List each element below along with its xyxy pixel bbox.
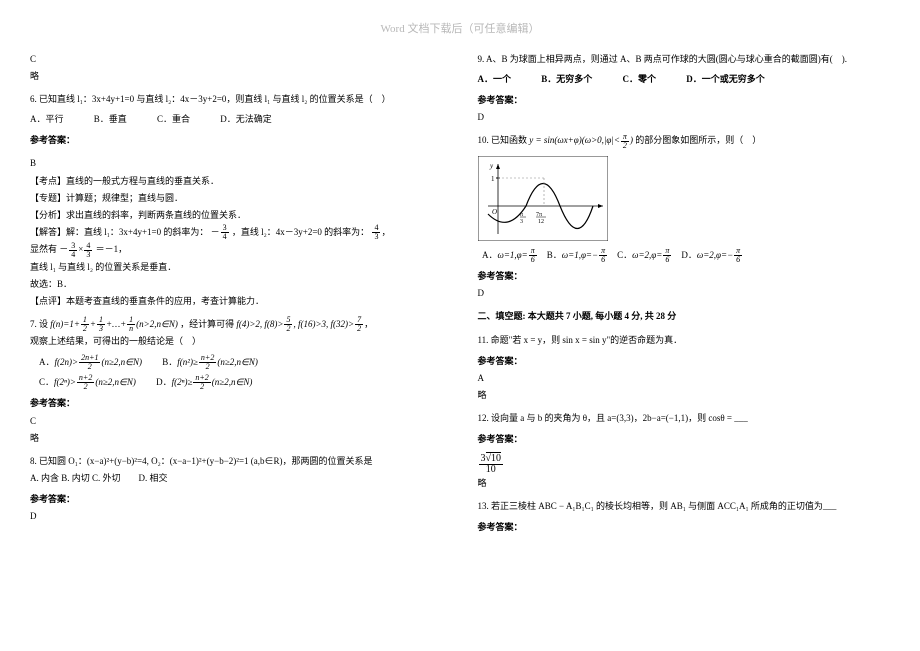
q10-answer-label: 参考答案： xyxy=(478,268,891,285)
q6-stem: 6. 已知直线 l₁：3x+4y+1=0 与直线 l₂：4x－3y+2=0，则直… xyxy=(30,91,443,108)
q5-note: 略 xyxy=(30,68,443,85)
q6-exp-7: 故选：B． xyxy=(30,276,443,293)
q6-exp-6: 直线 l₁ 与直线 l₂ 的位置关系是垂直． xyxy=(30,259,443,276)
q9-answer-label: 参考答案： xyxy=(478,92,891,109)
q6-exp-5: 显然有 －34×43 ＝－1， xyxy=(30,241,443,258)
q12-stem: 12. 设向量 a 与 b 的夹角为 θ，且 a=(3,3)，2b−a=(−1,… xyxy=(478,410,891,427)
q6-answer: B xyxy=(30,155,443,172)
q11-stem: 11. 命题"若 x = y，则 sin x = sin y"的逆否命题为真． xyxy=(478,332,891,349)
section-2-header: 二、填空题: 本大题共 7 小题, 每小题 4 分, 共 28 分 xyxy=(478,308,891,325)
q7-b: ，经计算可得 xyxy=(180,319,234,329)
q12-answer: 3√1010 xyxy=(478,454,891,475)
q10-formula: y = sin(ωx+φ)(ω>0,|φ|<π2) xyxy=(529,135,633,145)
q10-stem: 10. 已知函数 y = sin(ωx+φ)(ω>0,|φ|<π2) 的部分图象… xyxy=(478,132,891,149)
q9-options: A．一个 B．无穷多个 C．零个 D．一个或无穷多个 xyxy=(478,71,891,88)
q6-exp-5a: 显然有 xyxy=(30,244,57,254)
q10-options: A．ω=1,φ=π6 B．ω=1,φ=−π6 C．ω=2,φ=π6 D．ω=2,… xyxy=(478,247,891,264)
q10-answer: D xyxy=(478,285,891,302)
q5-answer: C xyxy=(30,51,443,68)
q7-answer: C xyxy=(30,413,443,430)
q6-opt-a: A．平行 xyxy=(30,111,64,128)
q12-answer-label: 参考答案： xyxy=(478,431,891,448)
svg-text:O: O xyxy=(492,208,497,216)
q6-exp-8: 【点评】本题考查直线的垂直条件的应用，考查计算能力． xyxy=(30,293,443,310)
q6-options: A．平行 B．垂直 C．重合 D．无法确定 xyxy=(30,111,443,128)
q10-a: 10. 已知函数 xyxy=(478,135,528,145)
q7-answer-label: 参考答案： xyxy=(30,395,443,412)
q10-b: 的部分图象如图所示，则（ ） xyxy=(635,135,761,145)
right-column: 9. A、B 为球面上相异两点，则通过 A、B 两点可作球的大圆(圆心与球心重合… xyxy=(478,51,891,536)
left-column: C 略 6. 已知直线 l₁：3x+4y+1=0 与直线 l₂：4x－3y+2=… xyxy=(30,51,443,536)
page-header: Word 文档下载后（可任意编辑） xyxy=(30,20,890,36)
q7-stem: 7. 设 f(n)=1+12+13+…+1n(n>2,n∈N) ，经计算可得 f… xyxy=(30,316,443,333)
q9-stem: 9. A、B 为球面上相异两点，则通过 A、B 两点可作球的大圆(圆心与球心重合… xyxy=(478,51,891,68)
content-columns: C 略 6. 已知直线 l₁：3x+4y+1=0 与直线 l₂：4x－3y+2=… xyxy=(30,51,890,536)
q9-opt-c: C．零个 xyxy=(623,71,657,88)
q8-answer: D xyxy=(30,508,443,525)
q13-stem: 13. 若正三棱柱 ABC − A₁B₁C₁ 的棱长均相等，则 AB₁ 与侧面 … xyxy=(478,498,891,515)
q8-answer-label: 参考答案： xyxy=(30,491,443,508)
q11-note: 略 xyxy=(478,387,891,404)
q6-opt-b: B．垂直 xyxy=(94,111,127,128)
q7-formula-2: f(4)>2, f(8)>52, f(16)>3, f(32)>72 xyxy=(236,319,364,329)
q6-exp-1: 【考点】直线的一般式方程与直线的垂直关系． xyxy=(30,173,443,190)
q6-opt-d: D．无法确定 xyxy=(220,111,272,128)
q6-exp-5b: ＝－1， xyxy=(96,244,128,254)
q6-answer-label: 参考答案： xyxy=(30,132,443,149)
q7-options-row1: A．f(2n)>2n+12(n≥2,n∈N) B．f(n²)≥n+22(n≥2,… xyxy=(30,354,443,371)
q7-note: 略 xyxy=(30,430,443,447)
q8-stem: 8. 已知圆 O₁：(x−a)²+(y−b)²=4, O₂：(x−a−1)²+(… xyxy=(30,453,443,470)
q11-answer-label: 参考答案： xyxy=(478,353,891,370)
q6-opt-c: C．重合 xyxy=(157,111,190,128)
q7-options-row2: C．f(2ⁿ)>n+22(n≥2,n∈N) D．f(2ⁿ)≥n+22(n≥2,n… xyxy=(30,374,443,391)
q6-exp-4: 【解答】解：直线 l₁：3x+4y+1=0 的斜率为： －34 ，直线 l₂：4… xyxy=(30,224,443,241)
q6-exp-4b: ，直线 l₂：4x－3y+2=0 的斜率为： xyxy=(232,227,369,237)
q9-opt-d: D．一个或无穷多个 xyxy=(686,71,765,88)
q7-formula-1: f(n)=1+12+13+…+1n(n>2,n∈N) xyxy=(50,319,178,329)
q6-exp-4a: 【解答】解：直线 l₁：3x+4y+1=0 的斜率为： xyxy=(30,227,208,237)
q6-exp-3: 【分析】求出直线的斜率，判断两条直线的位置关系． xyxy=(30,207,443,224)
q6-exp-2: 【专题】计算题；规律型；直线与圆． xyxy=(30,190,443,207)
svg-text:1: 1 xyxy=(491,175,495,183)
q7-a: 7. 设 xyxy=(30,319,48,329)
q7-c: 观察上述结果，可得出的一般结论是（ ） xyxy=(30,333,443,350)
q13-answer-label: 参考答案： xyxy=(478,519,891,536)
svg-text:12: 12 xyxy=(538,219,544,225)
q11-answer: A xyxy=(478,370,891,387)
sine-graph: y O 1 π3 7π12 xyxy=(478,156,608,241)
q9-answer: D xyxy=(478,109,891,126)
svg-text:3: 3 xyxy=(520,219,523,225)
q9-opt-a: A．一个 xyxy=(478,71,512,88)
q12-note: 略 xyxy=(478,475,891,492)
q8-options: A. 内含 B. 内切 C. 外切 D. 相交 xyxy=(30,470,443,487)
q9-opt-b: B．无穷多个 xyxy=(541,71,592,88)
